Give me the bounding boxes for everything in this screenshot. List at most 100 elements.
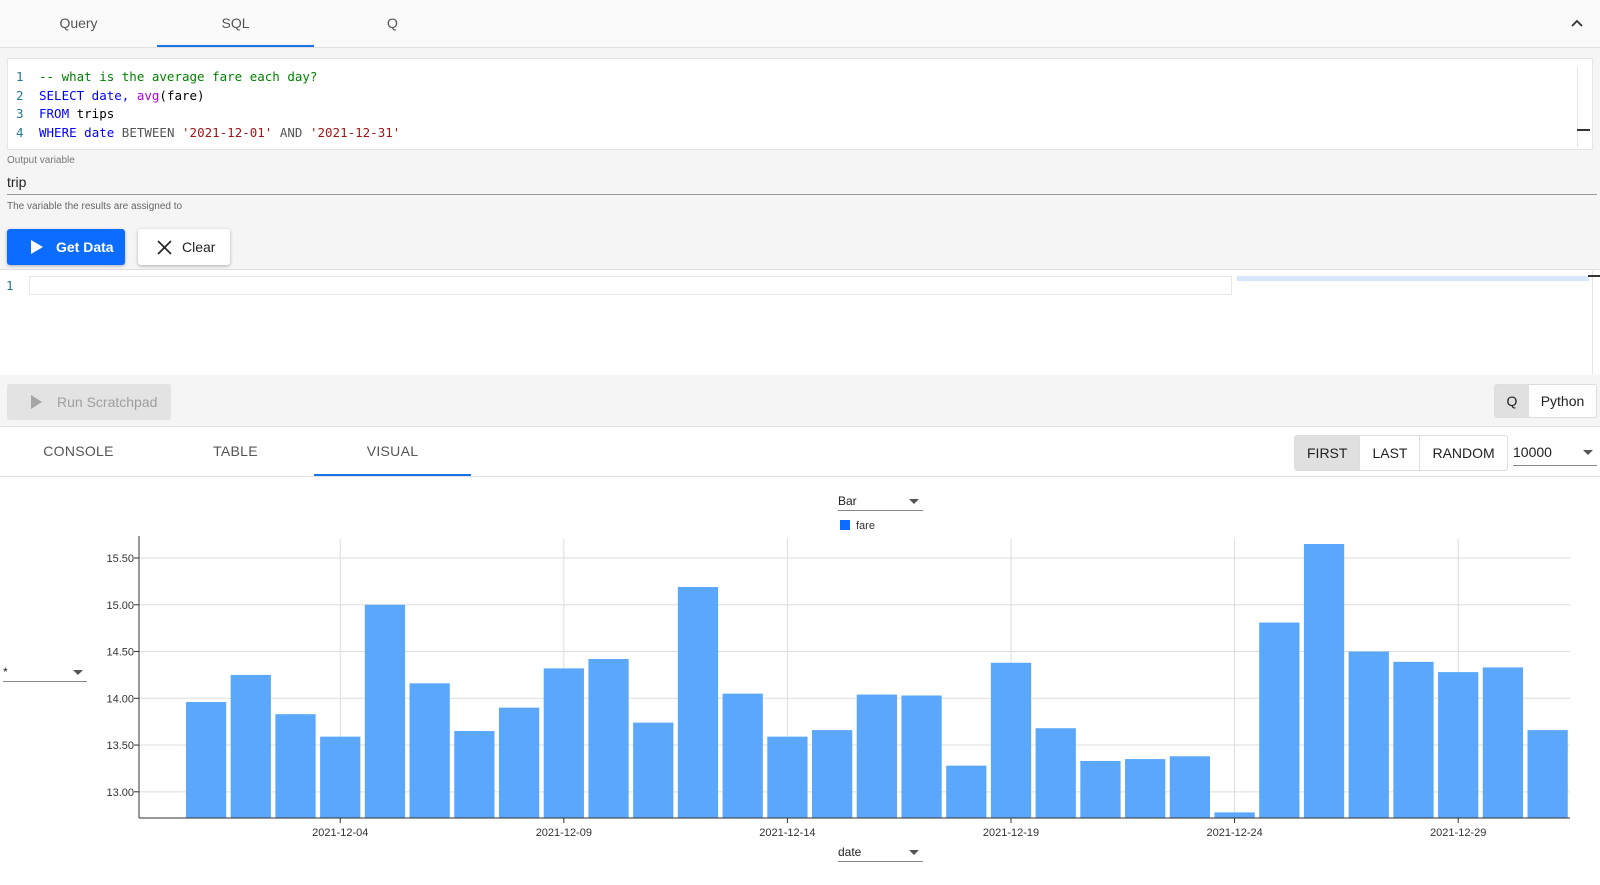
bar[interactable]: [1393, 661, 1434, 818]
bar[interactable]: [633, 722, 674, 818]
y-tick-label: 13.50: [106, 740, 134, 752]
y-axis-column-select[interactable]: *: [3, 662, 87, 682]
y-tick-label: 13.00: [106, 787, 134, 799]
tab-sql[interactable]: SQL: [157, 0, 314, 47]
bar[interactable]: [320, 736, 361, 818]
scratchpad-toolbar: Run Scratchpad Q Python: [0, 375, 1600, 427]
chevron-down-icon: [909, 499, 919, 504]
chevron-up-icon[interactable]: [1568, 14, 1586, 32]
code-token: date: [76, 124, 122, 140]
legend-swatch: [840, 520, 850, 530]
x-axis-column-select[interactable]: date: [838, 842, 923, 862]
editor-scroll-marker: [1577, 129, 1590, 131]
code-token: (fare): [159, 87, 205, 103]
run-scratchpad-label: Run Scratchpad: [57, 394, 158, 410]
tab-query[interactable]: Query: [59, 15, 98, 31]
bar[interactable]: [1169, 756, 1211, 818]
bar[interactable]: [1348, 651, 1389, 818]
code-token: -- what is the average fare each day?: [39, 69, 318, 84]
tab-table[interactable]: TABLE: [213, 443, 258, 459]
clear-label: Clear: [182, 239, 216, 255]
y-tick-label: 14.50: [106, 647, 134, 659]
bar[interactable]: [901, 695, 942, 818]
sample-random-option[interactable]: RANDOM: [1432, 445, 1495, 461]
code-line: 1 -- what is the average fare each day?: [8, 68, 317, 86]
bar[interactable]: [454, 731, 495, 818]
bar[interactable]: [364, 604, 406, 818]
bar[interactable]: [946, 765, 987, 818]
bar[interactable]: [1125, 759, 1166, 818]
x-tick-label: 2021-12-19: [983, 827, 1039, 839]
code-line: 4 WHERE date BETWEEN '2021-12-01' AND '20…: [8, 124, 400, 142]
scratchpad-editor[interactable]: 1: [0, 271, 1600, 375]
sample-last-option[interactable]: LAST: [1360, 436, 1421, 470]
x-tick-label: 2021-12-29: [1430, 827, 1486, 839]
row-limit-value: 10000: [1513, 444, 1552, 460]
bar[interactable]: [1527, 730, 1568, 818]
code-line: 2 SELECT date, avg(fare): [8, 87, 205, 105]
bar[interactable]: [1214, 812, 1255, 818]
bar[interactable]: [856, 694, 897, 818]
bar[interactable]: [1438, 672, 1479, 818]
chevron-down-icon: [909, 850, 919, 855]
editor-scrollbar[interactable]: [1577, 67, 1590, 147]
tab-visual[interactable]: VISUAL: [314, 427, 471, 476]
sql-code-editor[interactable]: 1 -- what is the average fare each day? 2 S…: [7, 58, 1593, 150]
bar[interactable]: [812, 730, 853, 818]
bar[interactable]: [409, 683, 450, 818]
bar[interactable]: [677, 587, 719, 818]
row-limit-select[interactable]: 10000: [1513, 440, 1597, 466]
chevron-down-icon: [73, 670, 83, 675]
scratchpad-line-number: 1: [6, 278, 14, 293]
sql-editor-panel: 1 -- what is the average fare each day? 2 S…: [0, 48, 1600, 152]
legend-label: fare: [856, 520, 875, 532]
y-tick-label: 14.00: [106, 693, 134, 705]
y-tick-label: 15.00: [106, 600, 134, 612]
scratchpad-selection-highlight: [1237, 276, 1589, 281]
code-token: SELECT: [39, 87, 85, 103]
scratchpad-scrollbar[interactable]: [1592, 271, 1593, 375]
output-variable-help: The variable the results are assigned to: [7, 201, 183, 212]
bar[interactable]: [990, 662, 1032, 818]
bar[interactable]: [767, 736, 808, 818]
language-python-option[interactable]: Python: [1540, 393, 1585, 409]
output-variable-panel: Output variable The variable the results…: [0, 152, 1600, 270]
visual-panel: Bar * date fare 13.00 13.50 14.00 14.50 15.0…: [0, 477, 1600, 885]
play-icon: [31, 240, 43, 254]
line-number: 2: [16, 87, 24, 103]
bar[interactable]: [1482, 667, 1524, 818]
bar[interactable]: [185, 702, 227, 818]
clear-button[interactable]: Clear: [138, 229, 230, 265]
query-type-tabs: Query SQL Q: [0, 0, 1600, 48]
get-data-label: Get Data: [56, 239, 114, 255]
bar[interactable]: [588, 659, 629, 818]
code-token: '2021-12-01': [182, 124, 273, 140]
get-data-button[interactable]: Get Data: [7, 229, 125, 265]
code-token: trips: [69, 106, 115, 122]
scratchpad-current-line[interactable]: [29, 276, 1232, 295]
bar[interactable]: [722, 693, 763, 818]
play-icon: [31, 395, 42, 409]
x-tick-label: 2021-12-04: [312, 827, 368, 839]
run-scratchpad-button[interactable]: Run Scratchpad: [7, 384, 171, 420]
output-variable-input[interactable]: [7, 169, 1597, 195]
chart-type-select[interactable]: Bar: [838, 491, 923, 511]
line-number: 1: [16, 69, 24, 84]
bar[interactable]: [1303, 544, 1345, 818]
tab-q[interactable]: Q: [387, 15, 398, 31]
bar[interactable]: [1080, 760, 1121, 818]
bar[interactable]: [230, 674, 271, 818]
language-q-option[interactable]: Q: [1495, 385, 1529, 417]
sample-first-option[interactable]: FIRST: [1295, 436, 1361, 470]
scratchpad-scroll-marker: [1588, 275, 1600, 277]
bar[interactable]: [1035, 728, 1076, 818]
bar[interactable]: [543, 668, 584, 818]
x-tick-label: 2021-12-24: [1206, 827, 1262, 839]
x-tick-label: 2021-12-14: [759, 827, 815, 839]
output-tabs: CONSOLE TABLE VISUAL FIRST LAST RANDOM 1…: [0, 427, 1600, 477]
bar[interactable]: [275, 714, 316, 818]
tab-console[interactable]: CONSOLE: [43, 443, 114, 459]
bar[interactable]: [498, 707, 540, 818]
chart-type-value: Bar: [838, 494, 857, 508]
bar[interactable]: [1259, 622, 1300, 818]
